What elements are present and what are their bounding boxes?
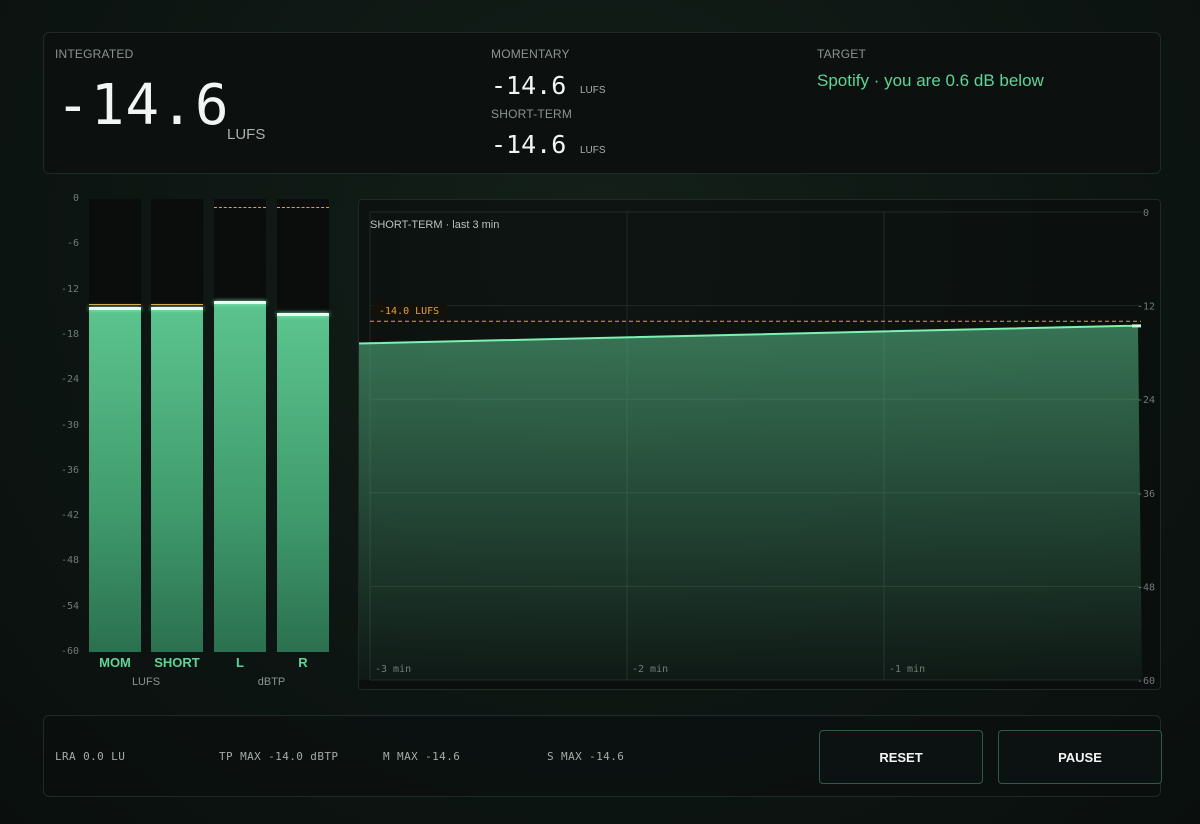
pause-button[interactable]: PAUSE	[998, 730, 1162, 784]
y-tick-label: -24	[1137, 395, 1155, 406]
meter-scale-tick: -48	[60, 555, 79, 567]
graph-title: SHORT-TERM · last 3 min	[370, 219, 500, 231]
shortterm-label: SHORT-TERM	[491, 107, 573, 121]
meter-scale-tick: -24	[60, 374, 79, 386]
true-peak-target-line	[277, 206, 329, 208]
momentary-value: -14.6	[491, 71, 567, 100]
history-chart: 0-12-24-36-48-60-3 min-2 min-1 min-14.0 …	[359, 208, 1155, 687]
meter-label-mom: MOM	[99, 655, 131, 670]
meter-label-short: SHORT	[154, 655, 200, 670]
meter-scale: 0 -6 -12 -18 -24 -30 -36 -42 -48 -54 -60	[55, 193, 85, 659]
meter-scale-tick: -30	[60, 419, 79, 431]
meter-fill	[89, 309, 141, 652]
target-status: Spotify · you are 0.6 dB below	[817, 71, 1044, 90]
m-max-stat: M MAX -14.6	[383, 750, 461, 763]
meter-scale-tick: -60	[60, 646, 79, 657]
meter-label-l: L	[236, 655, 244, 670]
integrated-unit: LUFS	[227, 126, 266, 143]
meter-hold-marker	[151, 303, 203, 305]
meter-scale-tick: -42	[60, 510, 79, 522]
meter-scale-tick: -54	[60, 600, 79, 612]
meter-level-marker	[151, 307, 203, 311]
meter-level-marker	[277, 312, 329, 316]
shortterm-value: -14.6	[491, 130, 567, 159]
meter-scale-tick: -18	[60, 328, 79, 340]
stats-bar: LRA 0.0 LU TP MAX -14.0 dBTP M MAX -14.6…	[43, 715, 1162, 797]
meter-group-lufs: LUFS	[131, 676, 161, 688]
s-max-stat: S MAX -14.6	[547, 750, 625, 763]
lra-stat: LRA 0.0 LU	[55, 750, 126, 763]
history-area	[359, 325, 1142, 680]
target-label: -14.0 LUFS	[379, 306, 439, 317]
meter-scale-tick: -36	[60, 464, 79, 476]
shortterm-unit: LUFS	[580, 145, 606, 156]
readout-panel: INTEGRATED -14.6 LUFS MOMENTARY -14.6 LU…	[43, 32, 1161, 174]
target-label: TARGET	[817, 47, 866, 61]
short-term-history-graph: 0-12-24-36-48-60-3 min-2 min-1 min-14.0 …	[358, 199, 1161, 690]
momentary-unit: LUFS	[580, 85, 606, 96]
meter-momentary	[89, 199, 141, 652]
y-tick-label: -60	[1137, 676, 1155, 687]
meter-level-marker	[89, 307, 141, 311]
meter-fill	[214, 303, 266, 652]
tp-max-stat: TP MAX -14.0 dBTP	[219, 750, 339, 763]
meter-scale-tick: -6	[66, 238, 79, 250]
meter-fill	[151, 309, 203, 652]
meter-short-term	[151, 199, 203, 652]
y-tick-label: -12	[1137, 302, 1155, 313]
target-label-bg	[373, 302, 447, 319]
meter-right-channel	[277, 199, 329, 652]
momentary-label: MOMENTARY	[491, 47, 570, 61]
meter-group-dbtp: dBTP	[257, 676, 286, 688]
meter-hold-marker	[89, 303, 141, 305]
y-tick-label: -48	[1137, 582, 1155, 593]
y-tick-label: 0	[1143, 208, 1149, 219]
true-peak-target-line	[214, 206, 266, 208]
reset-button[interactable]: RESET	[819, 730, 983, 784]
meter-level-marker	[214, 301, 266, 305]
meter-fill	[277, 314, 329, 652]
meter-label-r: R	[298, 655, 308, 670]
integrated-label: INTEGRATED	[55, 47, 134, 61]
integrated-value: -14.6	[56, 73, 230, 138]
y-tick-label: -36	[1137, 489, 1155, 500]
meter-left-channel	[214, 199, 266, 652]
meter-scale-tick: 0	[72, 193, 79, 204]
meter-scale-tick: -12	[60, 283, 79, 295]
